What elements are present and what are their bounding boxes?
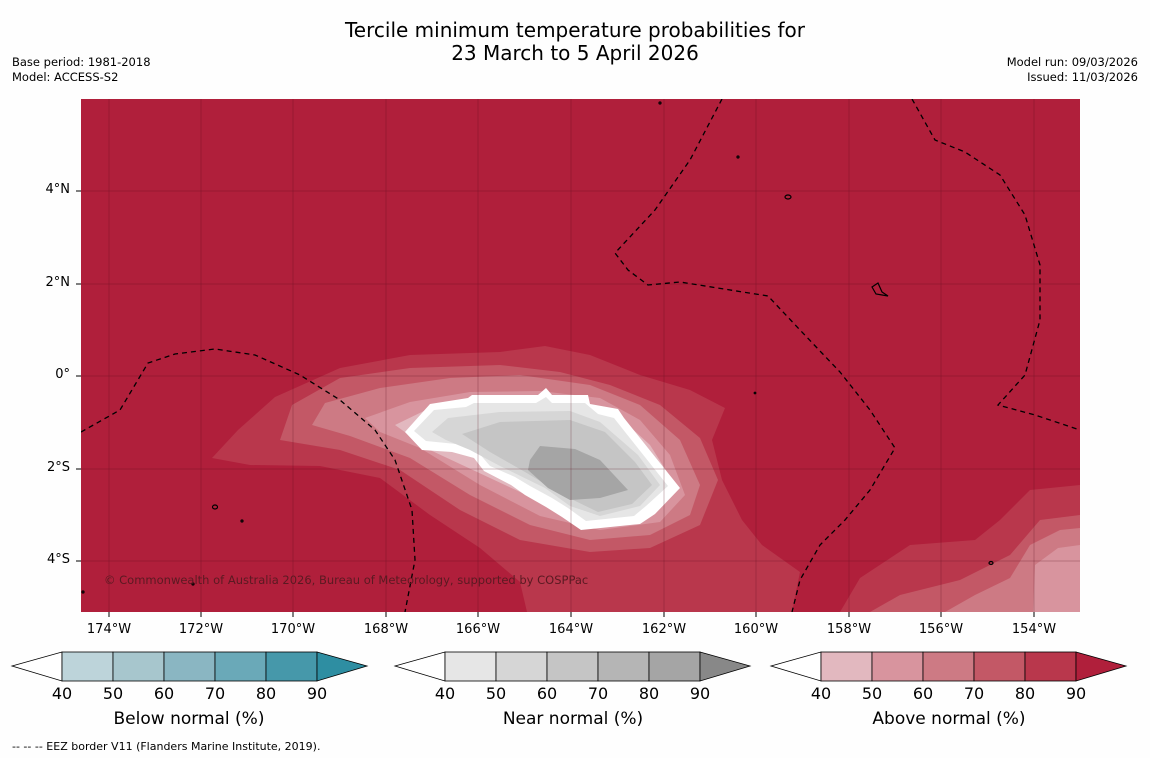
lon-tick-label: 156°W	[918, 622, 964, 637]
colorbar-near-bin-50	[495, 651, 548, 682]
colorbar-near-bin-40	[444, 651, 497, 682]
colorbar-tick: 70	[204, 684, 226, 703]
islands	[81, 101, 994, 594]
contour-50-southeast	[1033, 545, 1080, 612]
colorbar-above-arrow-right	[1075, 651, 1128, 682]
base-period: Base period: 1981-2018	[12, 55, 151, 69]
lat-tick-label: 0°	[55, 367, 70, 382]
colorbar-below-bin-60	[163, 651, 216, 682]
colorbar-near-normal	[393, 651, 752, 682]
lon-tick-label: 172°W	[178, 622, 224, 637]
title-line-1: Tercile minimum temperature probabilitie…	[344, 18, 806, 42]
colorbar-tick: 80	[638, 684, 660, 703]
colorbar-below-bin-40	[61, 651, 114, 682]
colorbar-below-bin-70	[214, 651, 267, 682]
lon-tick-label: 168°W	[363, 622, 409, 637]
model-run: Model run: 09/03/2026	[1006, 55, 1138, 69]
colorbar-tick: 80	[1014, 684, 1036, 703]
lon-tick-label: 154°W	[1011, 622, 1057, 637]
lat-tick-label: 4°S	[46, 552, 70, 567]
colorbar-tick: 50	[102, 684, 124, 703]
lon-tick-label: 158°W	[826, 622, 872, 637]
colorbar-tick: 80	[255, 684, 277, 703]
lat-tick-label: 2°S	[46, 460, 70, 475]
colorbar-near-arrow-right	[699, 651, 752, 682]
colorbar-above-bin-80	[1024, 651, 1077, 682]
colorbar-below-bin-50	[112, 651, 165, 682]
eez-legend-note: -- -- -- EEZ border V11 (Flanders Marine…	[12, 740, 321, 753]
lon-tick-label: 166°W	[455, 622, 501, 637]
colorbar-above-bin-70	[973, 651, 1026, 682]
issued-date: Issued: 11/03/2026	[1027, 70, 1138, 84]
graticule	[81, 99, 1080, 612]
colorbar-above-bin-60	[922, 651, 975, 682]
probability-field	[81, 99, 1080, 612]
colorbar-tick: 40	[51, 684, 73, 703]
colorbar-label-below: Below normal (%)	[113, 709, 265, 729]
colorbar-tick: 50	[861, 684, 883, 703]
meta-right: Model run: 09/03/2026 Issued: 11/03/2026	[1007, 55, 1138, 85]
colorbar-near-bin-70	[597, 651, 650, 682]
colorbar-above-arrow-left	[769, 651, 822, 682]
meta-left: Base period: 1981-2018 Model: ACCESS-S2	[12, 55, 151, 85]
colorbar-label-near: Near normal (%)	[502, 709, 644, 729]
colorbar-tick: 90	[306, 684, 328, 703]
colorbar-above-normal	[769, 651, 1128, 682]
model-name: Model: ACCESS-S2	[12, 70, 119, 84]
chart-title: Tercile minimum temperature probabilitie…	[0, 19, 1150, 65]
colorbar-tick: 90	[1065, 684, 1087, 703]
lat-tick-label: 2°N	[45, 275, 71, 290]
colorbar-tick: 90	[689, 684, 711, 703]
colorbar-tick: 70	[963, 684, 985, 703]
colorbar-label-above: Above normal (%)	[872, 709, 1026, 729]
colorbar-near-bin-80	[648, 651, 701, 682]
colorbar-tick: 40	[810, 684, 832, 703]
colorbar-above-bin-40	[820, 651, 873, 682]
colorbar-tick: 60	[912, 684, 934, 703]
lat-tick-label: 4°N	[45, 182, 71, 197]
title-line-2: 23 March to 5 April 2026	[451, 41, 699, 65]
colorbar-below-arrow-left	[10, 651, 63, 682]
colorbar-near-bin-60	[546, 651, 599, 682]
colorbar-tick: 70	[587, 684, 609, 703]
lon-tick-label: 170°W	[270, 622, 316, 637]
colorbar-below-bin-80	[265, 651, 318, 682]
copyright-notice: © Commonwealth of Australia 2026, Bureau…	[104, 573, 589, 587]
colorbar-tick: 50	[485, 684, 507, 703]
eez-border-west	[81, 348, 416, 612]
colorbar-below-normal	[10, 651, 369, 682]
colorbar-near-arrow-left	[393, 651, 446, 682]
tick-marks	[76, 190, 1035, 617]
eez-border-east	[911, 99, 1080, 431]
colorbar-tick: 60	[536, 684, 558, 703]
near-normal-80	[528, 446, 628, 500]
eez-borders	[81, 99, 1080, 612]
lon-tick-label: 164°W	[548, 622, 594, 637]
lon-tick-label: 160°W	[733, 622, 779, 637]
colorbar-above-bin-50	[871, 651, 924, 682]
lon-tick-label: 162°W	[641, 622, 687, 637]
lon-tick-label: 174°W	[86, 622, 132, 637]
colorbar-tick: 40	[434, 684, 456, 703]
colorbar-tick: 60	[153, 684, 175, 703]
colorbar-below-arrow-right	[316, 651, 369, 682]
